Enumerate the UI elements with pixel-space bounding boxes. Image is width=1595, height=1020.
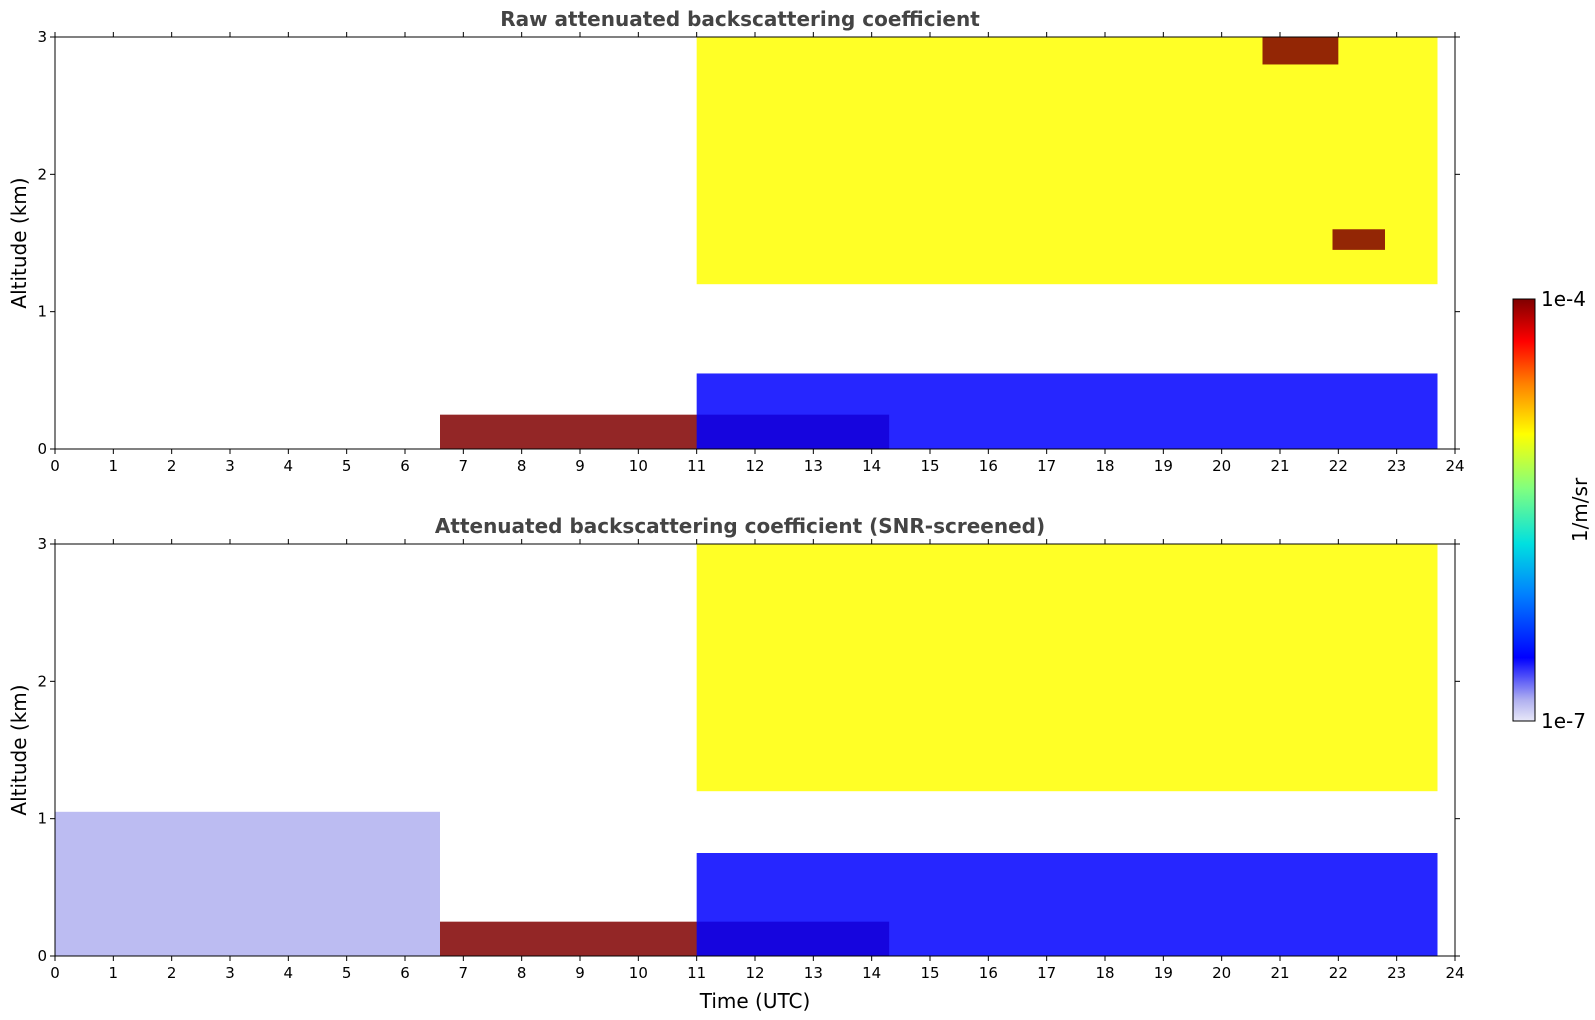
heatmap-region-night-residual-layer: [55, 811, 440, 956]
x-tick-label: 14: [862, 964, 881, 982]
panel-screened: Attenuated backscattering coefficient (S…: [7, 514, 1465, 1013]
x-tick-label: 24: [1445, 964, 1464, 982]
colorbar: 1e-4 1e-7 1/m/sr: [1512, 287, 1592, 733]
heatmap-region-cloud-layer-high: [1262, 37, 1339, 65]
x-tick-label: 20: [1212, 964, 1231, 982]
x-tick-label: 4: [284, 964, 294, 982]
x-tick-label: 14: [862, 457, 881, 475]
x-tick-label: 17: [1037, 457, 1056, 475]
x-tick-label: 2: [167, 964, 177, 982]
x-tick-label: 4: [284, 457, 294, 475]
x-tick-label: 2: [167, 457, 177, 475]
heatmap-region-boundary-layer: [696, 373, 1438, 449]
y-axis-label: Altitude (km): [7, 684, 31, 815]
colorbar-min-label: 1e-7: [1541, 709, 1586, 733]
x-tick-label: 23: [1387, 457, 1406, 475]
y-tick-label: 1: [37, 810, 47, 828]
colorbar-scale: [1512, 298, 1536, 722]
y-tick-label: 0: [37, 947, 47, 965]
colorbar-max-label: 1e-4: [1541, 287, 1586, 311]
y-tick-label: 3: [37, 28, 47, 46]
x-tick-label: 13: [804, 964, 823, 982]
x-tick-label: 21: [1270, 964, 1289, 982]
x-tick-label: 19: [1154, 964, 1173, 982]
x-tick-label: 11: [687, 964, 706, 982]
x-tick-label: 7: [459, 457, 469, 475]
x-tick-label: 20: [1212, 457, 1231, 475]
heatmap-area: [440, 37, 1438, 449]
x-tick-label: 15: [920, 964, 939, 982]
chart-title: Raw attenuated backscattering coefficien…: [500, 7, 980, 31]
x-axis: 0 1 2 3 4 5 6 7 8 9 10 11 12 13 14 15 16 17 18 19 20 21 22 23 24: [50, 539, 1465, 982]
x-tick-label: 19: [1154, 457, 1173, 475]
y-tick-label: 3: [37, 535, 47, 553]
x-tick-label: 3: [225, 457, 235, 475]
chart-title: Attenuated backscattering coefficient (S…: [435, 514, 1045, 538]
x-tick-label: 15: [920, 457, 939, 475]
x-tick-label: 10: [629, 457, 648, 475]
x-tick-label: 1: [109, 457, 119, 475]
x-tick-label: 3: [225, 964, 235, 982]
heatmap-region-convective-clouds: [696, 37, 1438, 285]
x-tick-label: 13: [804, 457, 823, 475]
x-tick-label: 6: [400, 457, 410, 475]
x-tick-label: 18: [1095, 457, 1114, 475]
colorbar-unit-label: 1/m/sr: [1568, 477, 1592, 542]
x-tick-label: 0: [50, 964, 60, 982]
y-axis-label: Altitude (km): [7, 177, 31, 308]
x-tick-label: 11: [687, 457, 706, 475]
x-tick-label: 18: [1095, 964, 1114, 982]
x-tick-label: 16: [979, 964, 998, 982]
y-tick-label: 0: [37, 440, 47, 458]
x-tick-label: 21: [1270, 457, 1289, 475]
x-tick-label: 5: [342, 964, 352, 982]
heatmap-area: [55, 544, 1438, 956]
panel-raw: Raw attenuated backscattering coefficien…: [7, 7, 1465, 475]
x-tick-label: 8: [517, 457, 527, 475]
y-tick-label: 2: [37, 672, 47, 690]
y-tick-label: 2: [37, 165, 47, 183]
x-tick-label: 0: [50, 457, 60, 475]
x-tick-label: 9: [575, 457, 585, 475]
x-tick-label: 6: [400, 964, 410, 982]
x-axis: 0 1 2 3 4 5 6 7 8 9 10 11 12 13 14 15 16 17 18 19 20 21 22 23 24: [50, 32, 1465, 475]
x-tick-label: 12: [745, 457, 764, 475]
y-tick-label: 1: [37, 303, 47, 321]
x-tick-label: 10: [629, 964, 648, 982]
x-tick-label: 9: [575, 964, 585, 982]
x-tick-label: 7: [459, 964, 469, 982]
heatmap-region-convective-clouds: [696, 544, 1438, 792]
x-tick-label: 22: [1329, 964, 1348, 982]
x-tick-label: 5: [342, 457, 352, 475]
x-tick-label: 24: [1445, 457, 1464, 475]
heatmap-region-cloud-layer-mid: [1332, 229, 1385, 250]
y-axis: 0 1 2 3: [37, 28, 1460, 458]
x-axis-label: Time (UTC): [699, 989, 811, 1013]
x-tick-label: 12: [745, 964, 764, 982]
x-tick-label: 8: [517, 964, 527, 982]
x-tick-label: 17: [1037, 964, 1056, 982]
x-tick-label: 22: [1329, 457, 1348, 475]
heatmap-region-boundary-layer: [696, 853, 1438, 956]
x-tick-label: 1: [109, 964, 119, 982]
x-tick-label: 23: [1387, 964, 1406, 982]
y-axis: 0 1 2 3: [37, 535, 1460, 965]
x-tick-label: 16: [979, 457, 998, 475]
